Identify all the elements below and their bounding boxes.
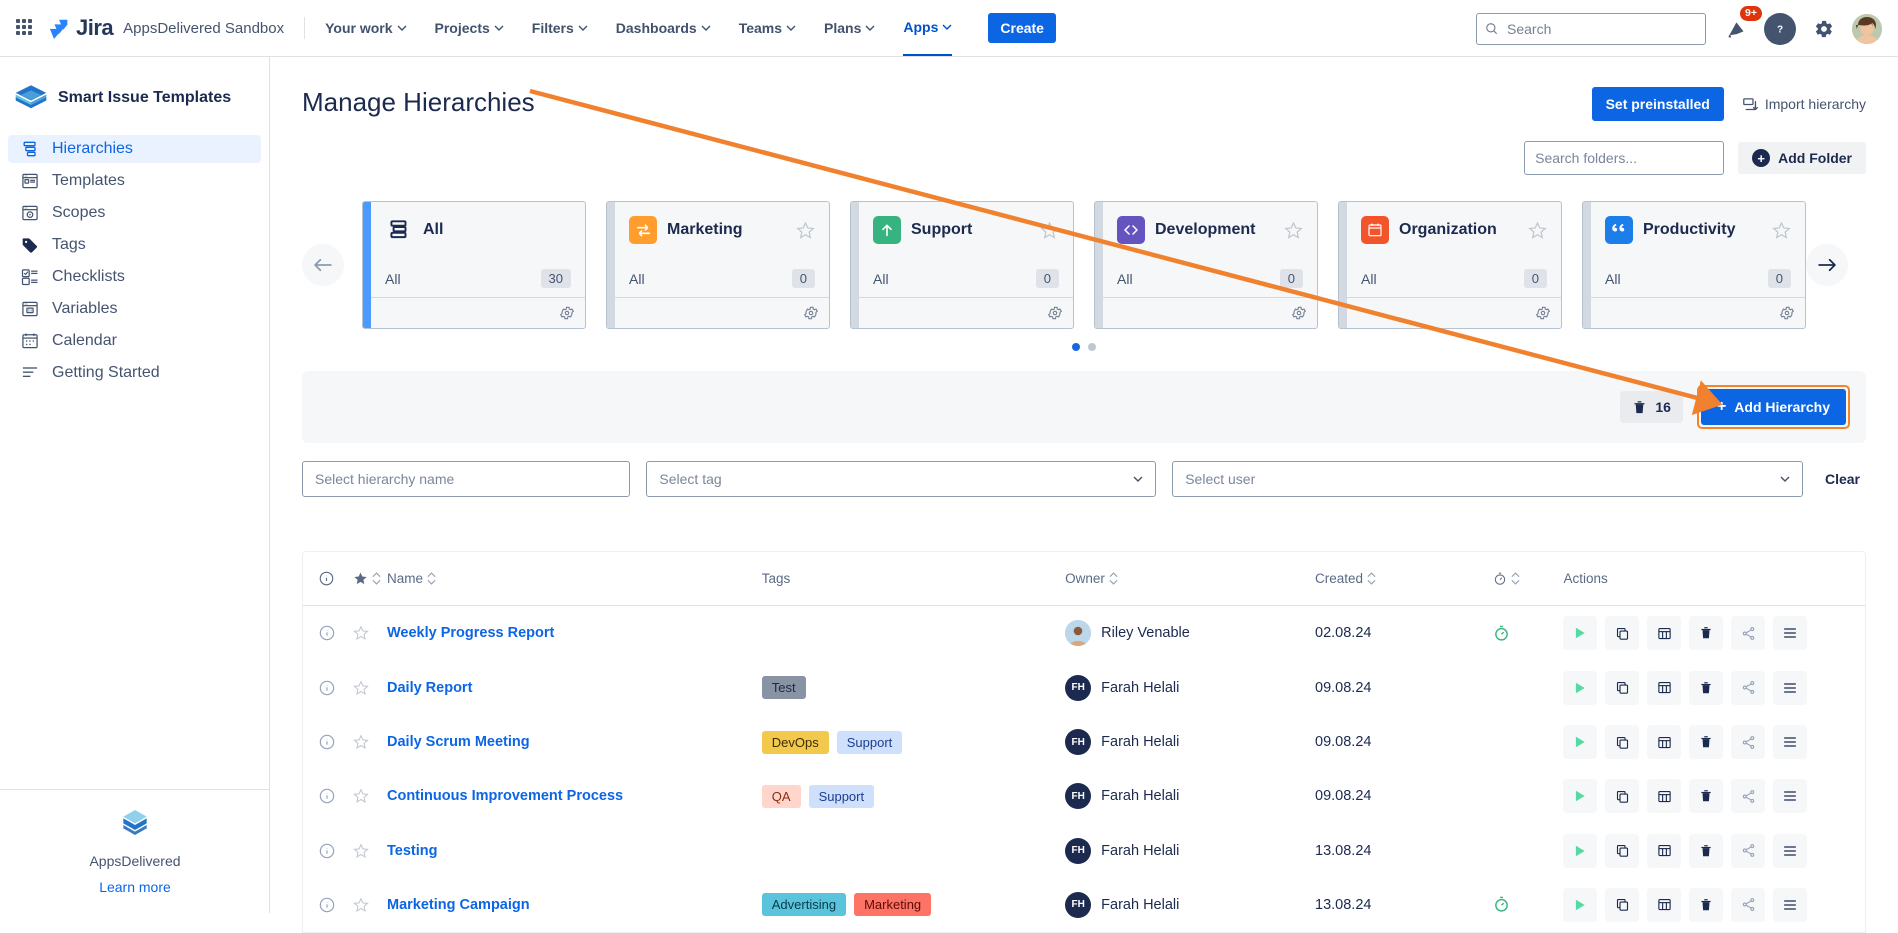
svg-text:?: ? xyxy=(1777,24,1783,35)
svg-text:(x): (x) xyxy=(28,309,32,313)
